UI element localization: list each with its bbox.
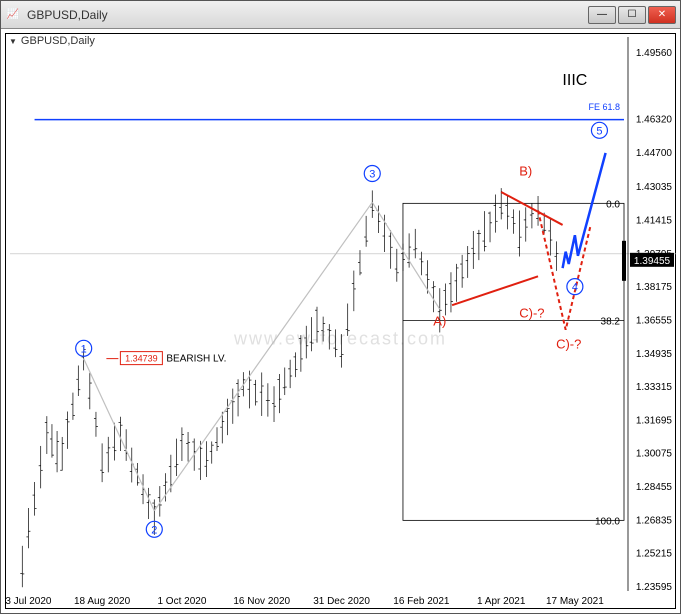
svg-text:1.43035: 1.43035 (636, 182, 673, 193)
titlebar[interactable]: 📈 GBPUSD,Daily — ☐ ✕ (1, 1, 680, 29)
svg-text:1.26835: 1.26835 (636, 515, 673, 526)
svg-text:IIIC: IIIC (562, 72, 587, 89)
svg-text:100.0: 100.0 (595, 516, 620, 527)
svg-text:4: 4 (572, 282, 578, 294)
svg-text:1 Oct 2020: 1 Oct 2020 (157, 596, 206, 607)
svg-text:1.49560: 1.49560 (636, 48, 673, 59)
svg-text:38.2: 38.2 (601, 316, 621, 327)
svg-text:FE 61.8: FE 61.8 (588, 102, 620, 112)
svg-text:16 Feb 2021: 16 Feb 2021 (393, 596, 450, 607)
svg-text:0.0: 0.0 (606, 199, 620, 210)
svg-text:31 Dec 2020: 31 Dec 2020 (313, 596, 370, 607)
app-icon: 📈 (5, 7, 21, 23)
svg-text:3: 3 (369, 169, 375, 181)
svg-text:1.39455: 1.39455 (634, 256, 671, 267)
svg-text:1: 1 (81, 343, 87, 355)
window-title: GBPUSD,Daily (27, 8, 582, 22)
svg-text:1.30075: 1.30075 (636, 449, 673, 460)
svg-text:BEARISH LV.: BEARISH LV. (166, 354, 226, 365)
svg-text:1.41415: 1.41415 (636, 216, 673, 227)
window-controls: — ☐ ✕ (588, 6, 676, 24)
svg-text:1.33315: 1.33315 (636, 382, 673, 393)
svg-text:1.28455: 1.28455 (636, 482, 673, 493)
svg-text:17 May 2021: 17 May 2021 (546, 596, 604, 607)
svg-text:C)-?: C)-? (556, 336, 581, 351)
plot-svg: 1.23595 1.25215 1.26835 1.28455 1.30075 1.316… (5, 33, 676, 609)
svg-text:1.31695: 1.31695 (636, 415, 673, 426)
svg-text:2: 2 (151, 524, 157, 536)
svg-text:1.38175: 1.38175 (636, 282, 673, 293)
svg-text:1 Apr 2021: 1 Apr 2021 (477, 596, 526, 607)
svg-text:1.25215: 1.25215 (636, 549, 673, 560)
chart-area[interactable]: ▼ GBPUSD,Daily www.ew-forecast.com 1.235… (1, 29, 680, 613)
chart-window: 📈 GBPUSD,Daily — ☐ ✕ ▼ GBPUSD,Daily www.… (0, 0, 681, 614)
plot: 1.23595 1.25215 1.26835 1.28455 1.30075 1.316… (5, 33, 676, 609)
svg-text:C)-?: C)-? (519, 305, 544, 320)
svg-text:18 Aug 2020: 18 Aug 2020 (74, 596, 131, 607)
svg-text:1.36555: 1.36555 (636, 315, 673, 326)
svg-text:1.34935: 1.34935 (636, 349, 673, 360)
svg-text:1.34739: 1.34739 (125, 354, 158, 364)
svg-text:5: 5 (596, 125, 602, 137)
svg-text:3 Jul 2020: 3 Jul 2020 (5, 596, 52, 607)
close-button[interactable]: ✕ (648, 6, 676, 24)
svg-text:1.23595: 1.23595 (636, 582, 673, 593)
svg-text:16 Nov 2020: 16 Nov 2020 (233, 596, 290, 607)
maximize-button[interactable]: ☐ (618, 6, 646, 24)
svg-text:1.44700: 1.44700 (636, 148, 673, 159)
svg-text:A): A) (433, 314, 446, 329)
minimize-button[interactable]: — (588, 6, 616, 24)
svg-text:B): B) (519, 164, 532, 179)
svg-text:1.46320: 1.46320 (636, 115, 673, 126)
